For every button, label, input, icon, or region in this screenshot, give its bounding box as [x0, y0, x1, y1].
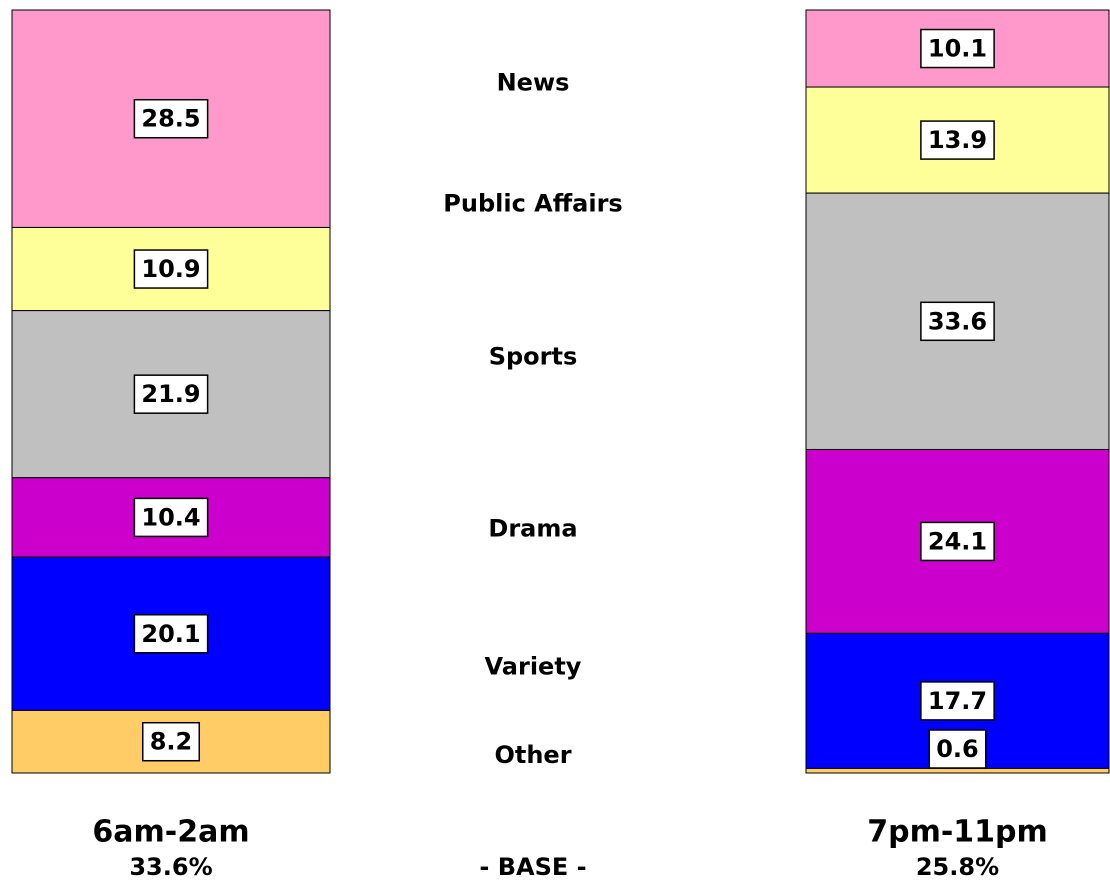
data-label: 17.7 [928, 687, 987, 715]
data-label-box [133, 374, 209, 414]
data-label: 8.2 [150, 728, 193, 756]
data-label-box [920, 28, 995, 69]
data-label-box [920, 521, 995, 562]
data-label: 28.5 [141, 105, 200, 133]
data-label: 33.6 [928, 307, 987, 335]
data-label-box [920, 681, 995, 721]
data-label: 0.6 [936, 735, 979, 763]
legend-label: Other [494, 741, 571, 769]
base-title: - BASE - [479, 853, 586, 881]
data-label: 10.9 [141, 255, 200, 283]
legend-label: Drama [488, 514, 577, 542]
data-label: 10.4 [141, 503, 200, 531]
bar-segment [805, 86, 1110, 194]
category-label: 7pm-11pm [867, 815, 1048, 850]
data-label-box [141, 721, 201, 762]
base-label: 25.8% [916, 853, 999, 881]
base-label: 33.6% [129, 853, 212, 881]
bar-segment [805, 767, 1110, 774]
data-label-box [928, 729, 987, 769]
category-label: 6am-2am [92, 815, 249, 850]
legend-label: Variety [485, 652, 582, 680]
data-label: 13.9 [928, 126, 987, 154]
data-label-box [920, 120, 995, 160]
data-label: 21.9 [141, 380, 200, 408]
data-label-box [133, 497, 209, 538]
legend-label: Sports [489, 343, 578, 371]
data-label: 24.1 [928, 527, 987, 555]
legend-label: News [497, 69, 570, 97]
data-label-box [920, 301, 995, 342]
data-label-box [133, 98, 209, 139]
data-label: 20.1 [141, 620, 200, 648]
data-label: 10.1 [928, 35, 987, 63]
data-label-box [133, 614, 209, 654]
legend-label: Public Affairs [443, 190, 622, 218]
data-label-box [133, 249, 209, 289]
